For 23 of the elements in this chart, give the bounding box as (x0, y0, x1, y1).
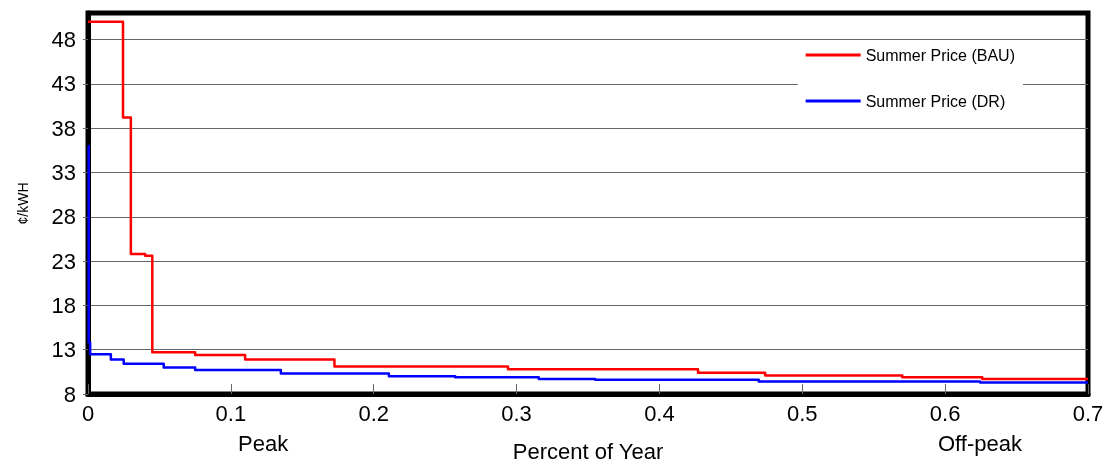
x-tick-label: 0.3 (501, 400, 532, 426)
y-tick-label: 8 (63, 381, 76, 407)
text: Off-peak (938, 430, 1023, 456)
y-axis-title: ¢/kWH (15, 182, 31, 225)
x-tick-label: 0.2 (358, 400, 390, 426)
x-tick-label: 0.4 (644, 400, 675, 426)
legend-label: Summer Price (DR) (865, 92, 1006, 110)
y-tick-label: 38 (51, 115, 76, 141)
y-tick-label: 33 (51, 159, 76, 185)
y-tick-label: 48 (51, 27, 76, 53)
y-tick-label: 28 (51, 204, 76, 230)
y-tick-label: 18 (51, 292, 76, 318)
y-tick-label: 13 (51, 337, 76, 363)
x-tick-label: 0 (81, 400, 95, 426)
x-tick-label: 0.1 (215, 400, 247, 426)
y-tick-label: 43 (51, 71, 76, 97)
x-tick-label: 0.6 (929, 400, 961, 426)
text: Peak (238, 430, 290, 456)
legend-label: Summer Price (BAU) (865, 46, 1016, 64)
x-tick-label: 0.5 (786, 400, 818, 426)
x-axis-title: Percent of Year (512, 438, 664, 464)
x-tick-label: 0.7 (1072, 400, 1104, 426)
y-tick-label: 23 (51, 248, 76, 274)
